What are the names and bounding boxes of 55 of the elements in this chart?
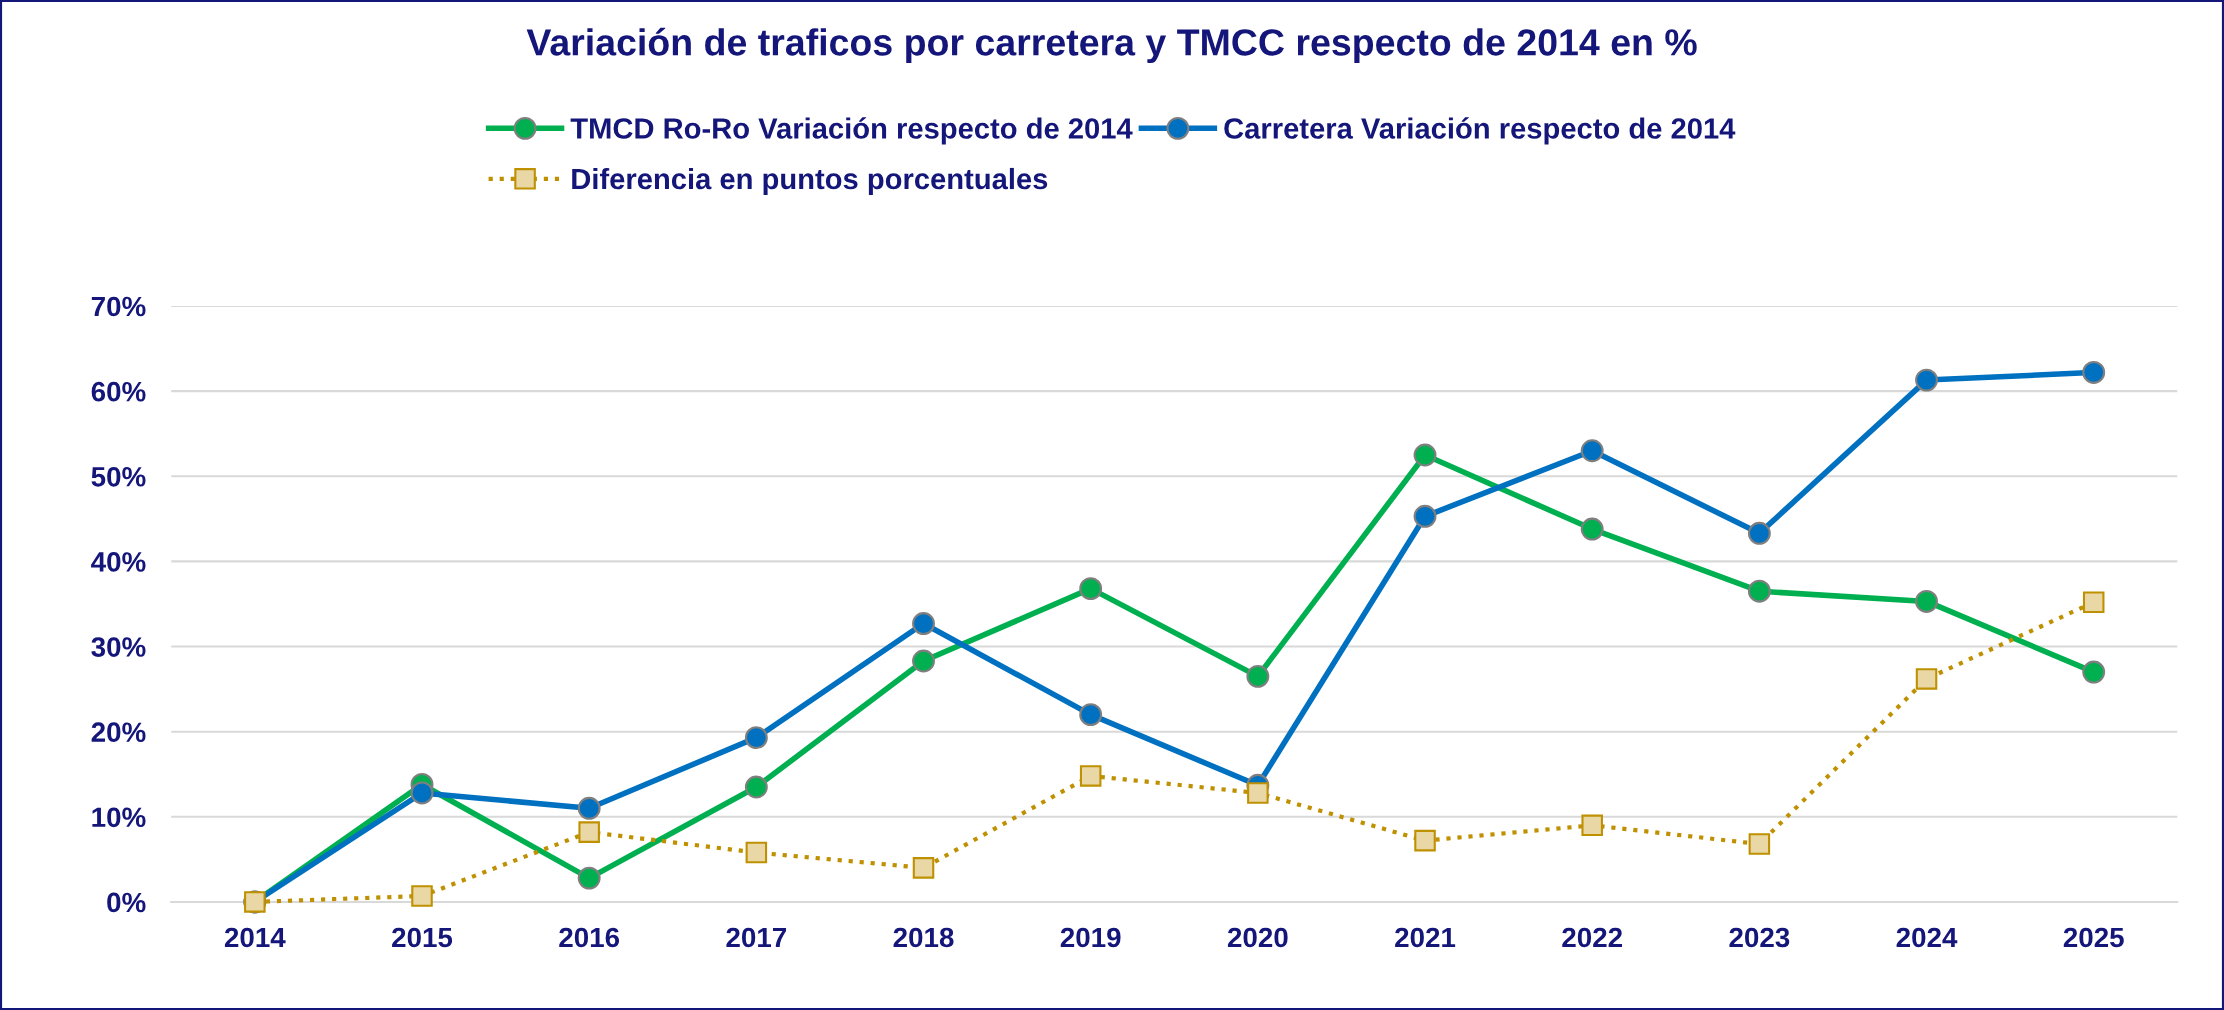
point <box>577 796 601 820</box>
legend-label: TMCD Ro-Ro Variación respecto de 2014 <box>570 117 1133 145</box>
point <box>745 841 768 864</box>
x-tick-label: 2023 <box>1729 927 1790 948</box>
y-tick-label: 10% <box>92 807 146 828</box>
x-tick-label: 2019 <box>1060 927 1121 948</box>
x-tick-label: 2021 <box>1395 927 1456 948</box>
point <box>744 726 768 750</box>
y-tick-label: 20% <box>91 722 146 743</box>
point <box>912 857 935 879</box>
point <box>912 612 935 636</box>
point <box>912 649 935 673</box>
point <box>578 821 600 843</box>
point <box>2082 360 2106 384</box>
point <box>1915 668 1938 690</box>
y-tick-label: 0% <box>107 892 146 913</box>
point <box>1413 443 1437 467</box>
point <box>1580 517 1604 541</box>
legend-label: Diferencia en puntos porcentuales <box>572 167 1048 196</box>
point <box>1581 814 1603 837</box>
y-tick-label: 60% <box>91 381 146 402</box>
point <box>1915 589 1938 613</box>
chart-title: Variación de traficos por carretera y TMCC respecto de 2014 en % <box>526 27 1697 64</box>
point <box>1246 664 1270 688</box>
x-tick-label: 2022 <box>1562 927 1622 948</box>
y-tick-label: 50% <box>91 466 146 487</box>
x-tick-label: 2025 <box>2063 927 2124 948</box>
point <box>1414 829 1436 852</box>
point <box>1580 439 1604 463</box>
point <box>1079 703 1103 727</box>
point <box>744 775 768 799</box>
x-tick-label: 2020 <box>1227 927 1288 948</box>
point <box>1748 833 1771 855</box>
point <box>1079 577 1103 601</box>
x-tick-label: 2014 <box>224 927 286 948</box>
x-tick-label: 2018 <box>893 927 954 948</box>
point <box>1747 521 1771 545</box>
point <box>2082 660 2106 684</box>
x-tick-label: 2016 <box>559 927 620 948</box>
point <box>1915 368 1938 392</box>
point <box>577 866 601 890</box>
legend-label: Carretera Variación respecto de 2014 <box>1224 117 1736 145</box>
point <box>1079 765 1102 787</box>
x-tick-label: 2015 <box>392 927 453 948</box>
point <box>411 885 433 907</box>
point <box>2082 591 2105 614</box>
point <box>1247 782 1269 804</box>
point <box>1413 504 1437 528</box>
x-tick-label: 2017 <box>726 927 787 948</box>
y-tick-label: 30% <box>91 637 146 657</box>
x-tick-label: 2024 <box>1896 927 1958 948</box>
y-tick-label: 40% <box>91 552 146 572</box>
point <box>1747 579 1771 603</box>
y-tick-label: 70% <box>91 296 146 317</box>
point <box>410 781 434 805</box>
